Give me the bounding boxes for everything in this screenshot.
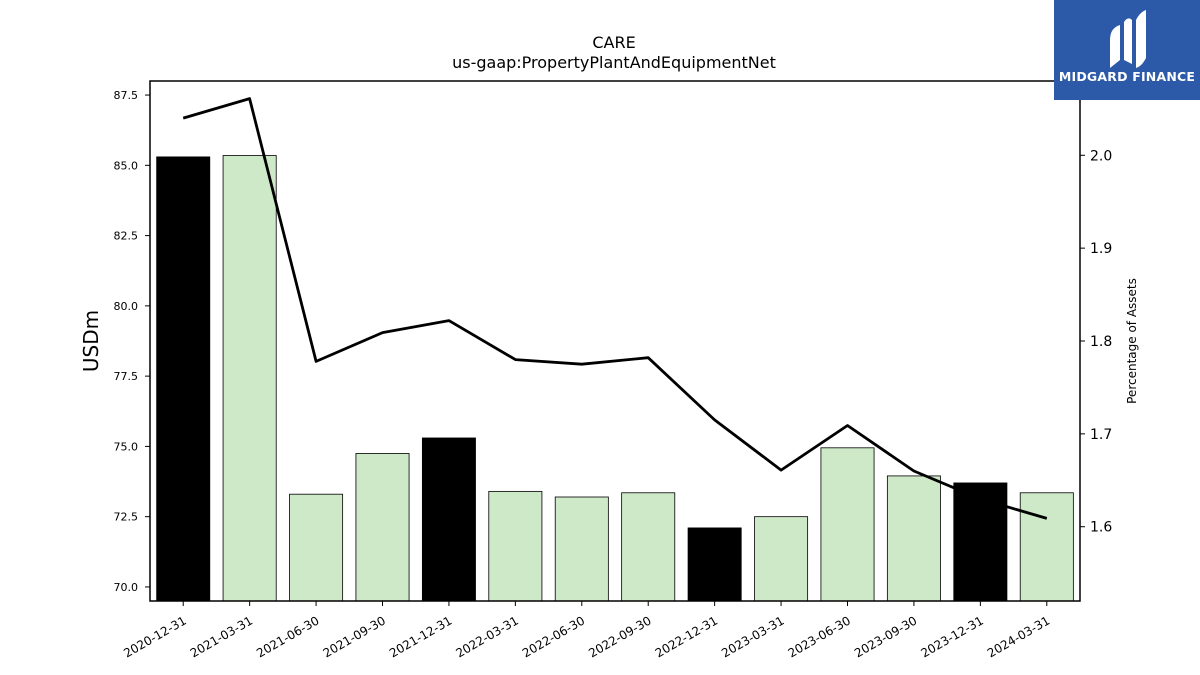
x-tick-label: 2021-03-31 [188,613,255,660]
y-tick-label: 72.5 [114,511,139,524]
bar-2023-12-31 [953,482,1008,602]
x-tick-label: 2024-03-31 [985,613,1052,660]
x-tick-label: 2022-03-31 [453,613,520,660]
chart-title: CARE [592,33,635,52]
y-axis-right-label: Percentage of Assets [1125,278,1139,404]
y-tick-label: 70.0 [114,581,139,594]
brand-logo: MIDGARD FINANCE [1054,0,1200,100]
bar-2020-12-31 [156,156,211,602]
y-right-tick-label: 1.6 [1090,520,1112,536]
y-right-tick-label: 1.9 [1090,241,1112,257]
y-right-tick-label: 2.0 [1090,148,1112,164]
x-tick-label: 2021-06-30 [254,613,321,660]
x-tick-label: 2021-12-31 [387,613,454,660]
bar-2023-06-30 [820,447,875,602]
bar-2023-09-30 [886,475,941,602]
midgard-logo-icon [1110,10,1146,68]
x-tick-label: 2023-12-31 [918,613,985,660]
bar-2022-06-30 [554,496,609,602]
bar-2021-12-31 [421,437,476,602]
y-tick-label: 77.5 [114,370,139,383]
bar-2022-03-31 [488,490,543,602]
y-tick-label: 87.5 [114,89,139,102]
y-tick-label: 75.0 [114,440,139,453]
bar-2021-06-30 [289,493,344,602]
x-tick-label: 2022-09-30 [586,613,653,660]
y-right-tick-label: 1.8 [1090,334,1112,350]
bar-2021-09-30 [355,453,410,602]
bar-2023-03-31 [754,516,809,602]
brand-name: MIDGARD FINANCE [1058,69,1196,84]
bar-2022-09-30 [621,492,676,602]
x-tick-label: 2023-09-30 [852,613,919,660]
y-tick-label: 82.5 [114,230,139,243]
x-tick-label: 2023-03-31 [719,613,786,660]
y-axis-label: USDm [79,310,103,372]
bar-2021-03-31 [222,155,277,602]
y-tick-label: 80.0 [114,300,139,313]
bar-2024-03-31 [1019,492,1074,602]
chart-subtitle: us-gaap:PropertyPlantAndEquipmentNet [452,53,776,72]
x-tick-label: 2020-12-31 [121,613,188,660]
y-tick-label: 85.0 [114,159,139,172]
x-tick-label: 2022-12-31 [653,613,720,660]
x-tick-label: 2021-09-30 [321,613,388,660]
x-tick-label: 2023-06-30 [786,613,853,660]
y-right-tick-label: 1.7 [1090,427,1112,443]
bar-2022-12-31 [687,527,742,602]
percentage-line [182,97,1048,520]
x-tick-label: 2022-06-30 [520,613,587,660]
